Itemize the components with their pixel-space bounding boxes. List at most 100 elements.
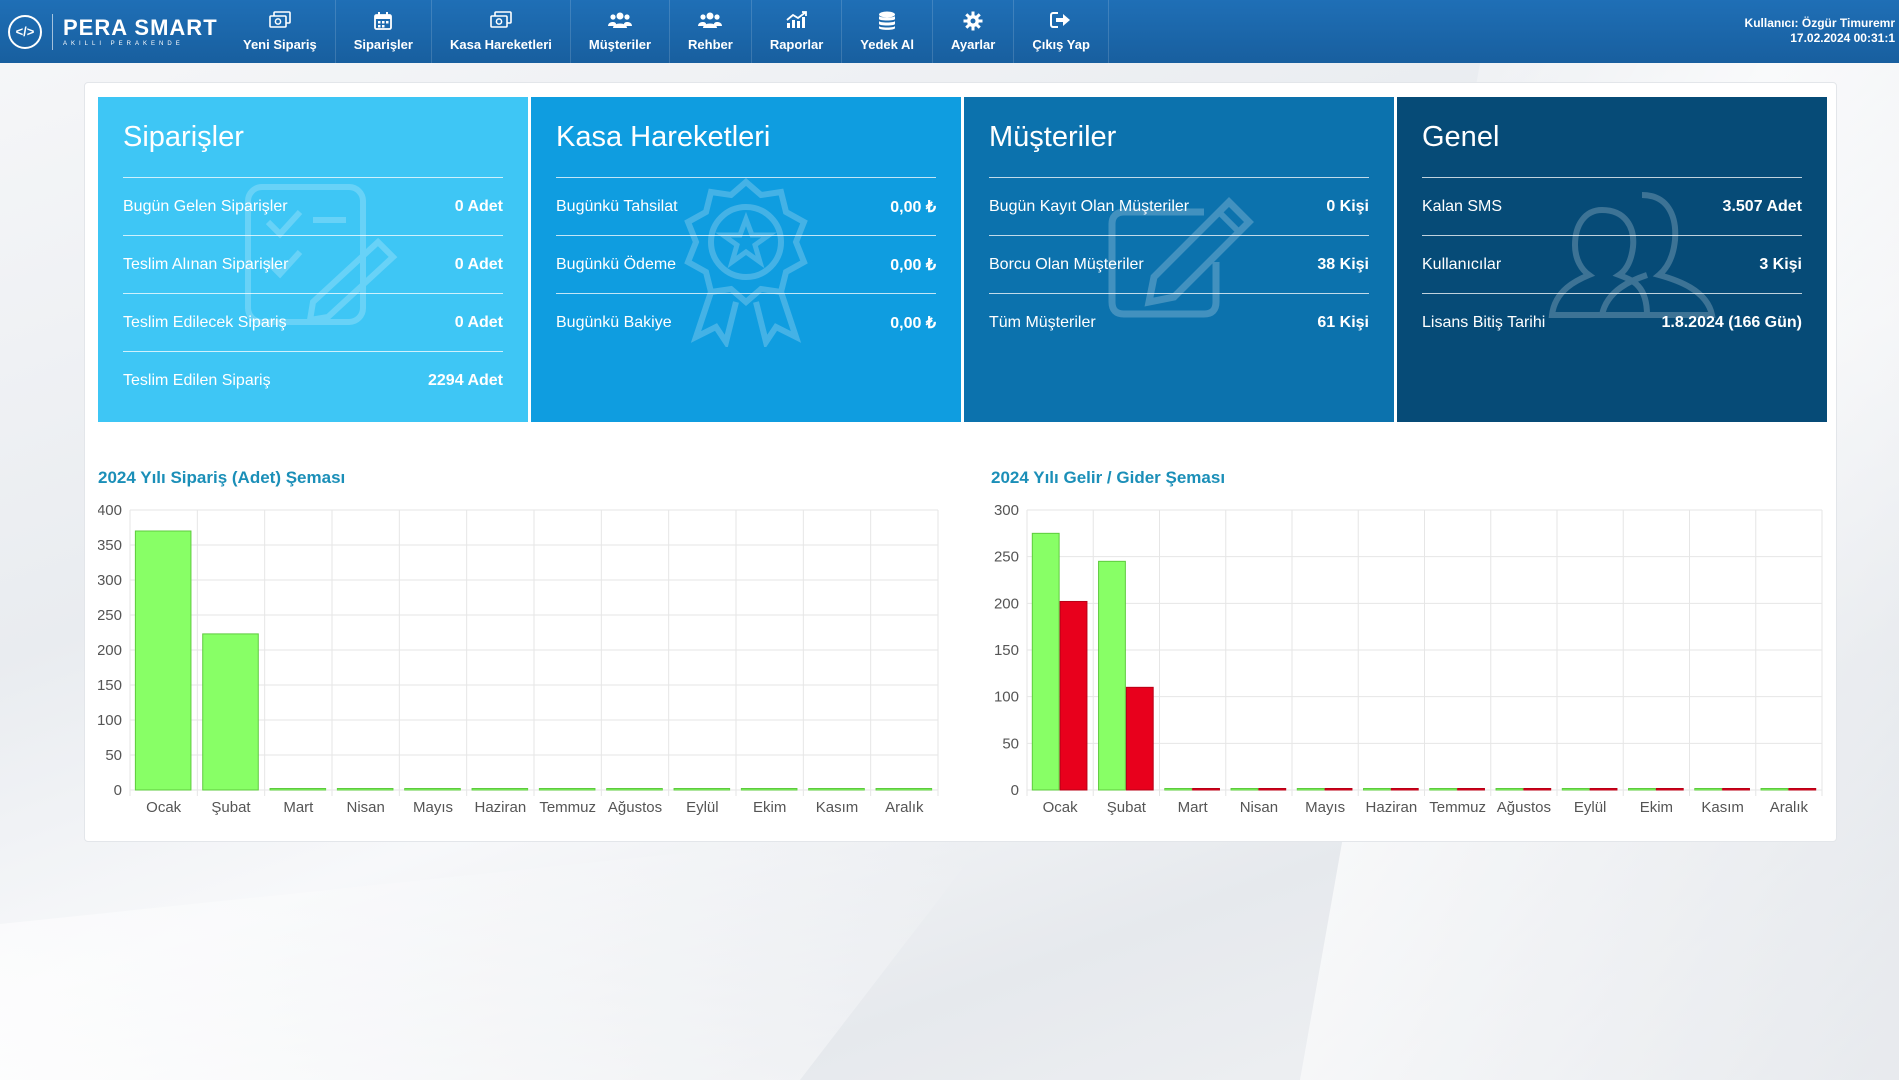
x-tick-label: Ocak [146, 799, 182, 816]
bar [336, 788, 394, 791]
x-tick-label: Eylül [1574, 799, 1607, 816]
x-tick-label: Mart [1178, 799, 1209, 816]
nav-settings[interactable]: Ayarlar [933, 0, 1015, 63]
orders-chart: 2024 Yılı Sipariş (Adet) Şeması 0 50 100 15… [97, 468, 978, 835]
card-row: Bugün Kayıt Olan Müşteriler 0 Kişi [989, 178, 1369, 236]
bar [1192, 788, 1220, 791]
orders-bar-chart: 0 50 100 150 200 250 300 350 400 Ocak Şubat Mart Nis… [97, 502, 939, 816]
bar [1031, 532, 1060, 791]
card-row: Bugün Gelen Siparişler 0 Adet [123, 178, 503, 236]
bar [1324, 788, 1353, 791]
card-divider [989, 177, 1369, 178]
card-row: Teslim Edilen Sipariş 2294 Adet [123, 352, 503, 410]
y-tick-label: 300 [98, 572, 122, 589]
card-row: Tüm Müşteriler 61 Kişi [989, 294, 1369, 352]
y-tick-label: 50 [105, 747, 122, 764]
bar [1258, 788, 1287, 791]
card-row: Teslim Edilecek Sipariş 0 Adet [123, 294, 503, 352]
summary-cards: Siparişler Bugün Gelen Siparişler 0 Adet… [98, 97, 1827, 422]
row-value: 61 Kişi [1317, 314, 1369, 331]
bar [875, 788, 933, 791]
y-tick-label: 200 [98, 642, 122, 659]
card-divider [123, 177, 503, 178]
nav-label: Ayarlar [951, 37, 996, 52]
row-label: Lisans Bitiş Tarihi [1422, 314, 1546, 331]
card-row: Bugünkü Tahsilat 0,00 ₺ [556, 178, 936, 236]
card-row: Kalan SMS 3.507 Adet [1422, 178, 1802, 236]
general-card: Genel Kalan SMS 3.507 Adet Kullanıcılar … [1397, 97, 1827, 422]
x-tick-label: Aralık [885, 799, 924, 816]
nav-label: Çıkış Yap [1032, 37, 1090, 52]
nav-label: Müşteriler [588, 37, 652, 52]
x-tick-label: Ekim [753, 799, 786, 816]
row-label: Borcu Olan Müşteriler [989, 255, 1144, 273]
x-tick-label: Haziran [1366, 799, 1418, 816]
x-tick-label: Nisan [1240, 799, 1278, 816]
y-tick-label: 100 [98, 712, 122, 729]
bar [1523, 788, 1552, 791]
card-title: Genel [1422, 121, 1500, 153]
bar [404, 788, 461, 791]
nav-orders[interactable]: Siparişler [336, 0, 432, 63]
x-tick-label: Şubat [1107, 799, 1147, 816]
row-value: 0 Adet [454, 197, 503, 215]
bar [1457, 788, 1485, 791]
x-tick-label: Ağustos [608, 799, 662, 816]
y-tick-label: 50 [1002, 735, 1019, 752]
nav-customers[interactable]: Müşteriler [571, 0, 671, 63]
gear-icon [963, 11, 983, 35]
row-value: 38 Kişi [1317, 255, 1369, 273]
bar [1628, 788, 1656, 791]
bar [606, 788, 663, 791]
card-divider [1422, 177, 1802, 178]
users-icon [607, 11, 632, 35]
nav-new-order[interactable]: Yeni Sipariş [225, 0, 336, 63]
x-tick-label: Mayıs [1305, 799, 1345, 816]
bar [1722, 788, 1750, 791]
y-tick-label: 300 [994, 502, 1019, 519]
bar [1760, 788, 1789, 791]
row-label: Teslim Edilen Sipariş [123, 372, 271, 389]
brand-subtitle: AKILLI PERAKENDE [63, 40, 184, 47]
bar [1098, 560, 1126, 791]
money-icon [269, 11, 291, 35]
x-tick-label: Kasım [816, 799, 859, 816]
row-label: Bugün Gelen Siparişler [123, 197, 288, 215]
main-nav: Yeni Sipariş Siparişler Kasa Hareketleri… [225, 0, 1109, 63]
card-row: Borcu Olan Müşteriler 38 Kişi [989, 236, 1369, 294]
card-divider [556, 177, 936, 178]
card-row: Bugünkü Ödeme 0,00 ₺ [556, 236, 936, 294]
row-value: 0,00 ₺ [890, 198, 936, 216]
row-label: Bugünkü Bakiye [556, 314, 672, 331]
nav-contacts[interactable]: Rehber [670, 0, 752, 63]
nav-label: Siparişler [353, 37, 413, 52]
row-value: 0 Adet [454, 255, 503, 273]
nav-backup[interactable]: Yedek Al [842, 0, 933, 63]
nav-logout[interactable]: Çıkış Yap [1014, 0, 1109, 63]
bar [1363, 788, 1391, 791]
brand[interactable]: </> PERA SMART AKILLI PERAKENDE [0, 0, 225, 63]
chart-icon [785, 11, 808, 35]
brand-name: PERA SMART [63, 14, 218, 40]
nav-reports[interactable]: Raporlar [752, 0, 843, 63]
row-value: 0,00 ₺ [890, 315, 936, 332]
bar [269, 788, 327, 791]
row-label: Kalan SMS [1422, 197, 1503, 215]
nav-label: Yedek Al [860, 37, 914, 52]
database-icon [878, 11, 896, 35]
bar [1655, 788, 1684, 791]
row-value: 1.8.2024 (166 Gün) [1661, 314, 1802, 331]
x-tick-label: Temmuz [539, 799, 596, 816]
row-value: 0 Adet [454, 313, 503, 331]
y-tick-label: 400 [98, 502, 122, 519]
user-info: Kullanıcı: Özgür Timuremr 17.02.2024 00:… [1745, 0, 1899, 63]
row-label: Bugünkü Tahsilat [556, 197, 678, 215]
x-tick-label: Nisan [346, 799, 384, 816]
y-tick-label: 200 [994, 595, 1019, 612]
row-value: 2294 Adet [428, 372, 503, 389]
nav-cash-movements[interactable]: Kasa Hareketleri [432, 0, 571, 63]
background-shape [0, 820, 1000, 1080]
row-label: Bugünkü Ödeme [556, 255, 677, 273]
x-tick-label: Mayıs [413, 799, 453, 816]
nav-label: Raporlar [769, 37, 824, 52]
